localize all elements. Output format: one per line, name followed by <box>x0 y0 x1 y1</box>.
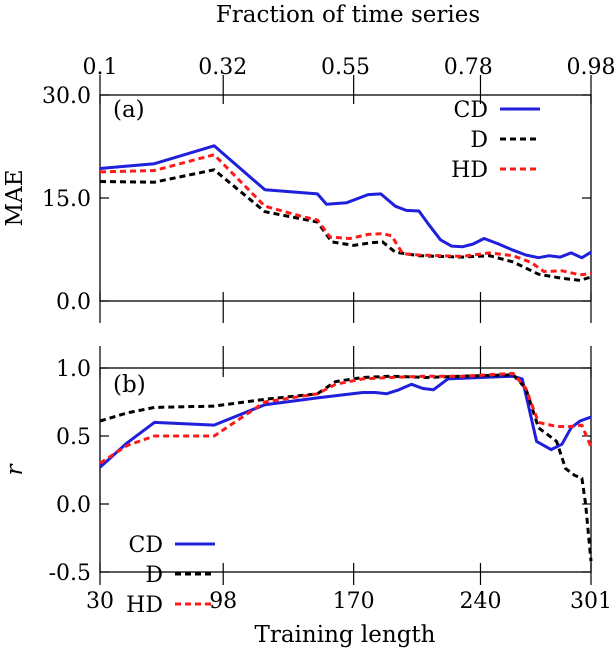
y-tick-label: 15.0 <box>42 187 91 212</box>
plot-frame <box>99 94 592 302</box>
top-axis-label: Fraction of time series <box>216 2 480 28</box>
legend-label-d: D <box>470 128 488 153</box>
legend-label-d: D <box>145 563 163 588</box>
y-tick-label: -0.5 <box>49 561 91 586</box>
series-line-hd <box>99 371 593 465</box>
y-tick-label: 1.0 <box>56 357 91 382</box>
legend-label-cd: CD <box>129 533 163 558</box>
x-tick-label: 30 <box>86 589 114 614</box>
series-line-d <box>99 373 593 562</box>
plot-frame <box>99 367 592 573</box>
panel-b-correlation: 30 98 170 240 301 -0.5 0.0 0.5 1.0 r (b) CD D HD <box>2 346 612 618</box>
top-axis-ticks: 0.1 0.32 0.55 0.78 0.98 <box>83 55 616 80</box>
series-line-cd <box>98 374 592 469</box>
top-tick-label: 0.78 <box>444 55 493 80</box>
y-axis-label: r <box>2 463 28 476</box>
x-tick-label: 301 <box>570 589 612 614</box>
legend-label-hd: HD <box>126 593 163 618</box>
legend-label-hd: HD <box>451 158 488 183</box>
panel-a-mae: 0.0 15.0 30.0 MAE (a) CD D HD <box>2 75 592 323</box>
panel-label: (a) <box>113 97 145 123</box>
x-tick-label: 98 <box>209 589 237 614</box>
y-tick-label: 0.5 <box>56 425 91 450</box>
panel-label: (b) <box>113 372 146 398</box>
top-tick-label: 0.55 <box>321 55 370 80</box>
series-line-d <box>99 168 592 282</box>
series-line-hd <box>99 153 592 277</box>
legend-label-cd: CD <box>454 98 488 123</box>
y-tick-label: 0.0 <box>56 493 91 518</box>
y-tick-label: 30.0 <box>42 84 91 109</box>
y-axis-label: MAE <box>2 170 28 227</box>
y-tick-label: 0.0 <box>56 290 91 315</box>
x-axis-label: Training length <box>255 622 436 648</box>
x-tick-label: 170 <box>333 589 375 614</box>
series-line-cd <box>99 144 592 260</box>
x-tick-label: 240 <box>459 589 501 614</box>
